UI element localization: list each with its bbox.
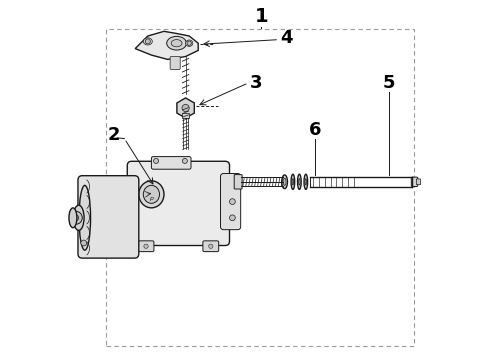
Polygon shape [135, 31, 198, 59]
Circle shape [73, 215, 79, 221]
Ellipse shape [186, 40, 193, 46]
Ellipse shape [167, 36, 187, 50]
FancyBboxPatch shape [78, 176, 139, 258]
Circle shape [153, 158, 159, 163]
Ellipse shape [291, 174, 294, 189]
Text: 4: 4 [280, 29, 293, 47]
Polygon shape [177, 98, 195, 118]
FancyBboxPatch shape [151, 157, 191, 169]
Ellipse shape [143, 185, 160, 203]
Circle shape [187, 41, 192, 45]
FancyBboxPatch shape [170, 57, 180, 69]
Ellipse shape [139, 181, 164, 208]
Text: 5: 5 [383, 74, 395, 92]
Ellipse shape [171, 40, 182, 47]
Circle shape [145, 39, 150, 44]
Circle shape [182, 158, 187, 163]
Text: 1: 1 [254, 7, 268, 26]
FancyBboxPatch shape [411, 177, 418, 186]
Ellipse shape [282, 175, 288, 189]
FancyBboxPatch shape [203, 241, 219, 252]
Ellipse shape [79, 185, 91, 250]
FancyBboxPatch shape [182, 113, 189, 118]
Circle shape [229, 199, 235, 204]
Ellipse shape [74, 205, 84, 230]
Circle shape [81, 240, 87, 246]
Ellipse shape [297, 174, 301, 189]
Text: 3: 3 [249, 74, 262, 92]
Circle shape [229, 215, 235, 221]
FancyBboxPatch shape [234, 175, 242, 189]
Ellipse shape [143, 38, 152, 45]
Text: p: p [148, 196, 153, 201]
Circle shape [69, 211, 82, 224]
Text: 2: 2 [107, 126, 120, 144]
Ellipse shape [69, 208, 77, 228]
Ellipse shape [283, 178, 286, 185]
FancyBboxPatch shape [220, 174, 241, 230]
Ellipse shape [305, 179, 307, 185]
Ellipse shape [304, 174, 308, 189]
Bar [106, 29, 414, 346]
FancyBboxPatch shape [416, 179, 421, 185]
Circle shape [182, 104, 189, 112]
Ellipse shape [292, 179, 294, 185]
FancyBboxPatch shape [138, 241, 154, 252]
Circle shape [209, 244, 213, 248]
Circle shape [144, 244, 148, 248]
Ellipse shape [298, 179, 300, 185]
Text: 6: 6 [309, 121, 321, 139]
FancyBboxPatch shape [127, 161, 229, 246]
